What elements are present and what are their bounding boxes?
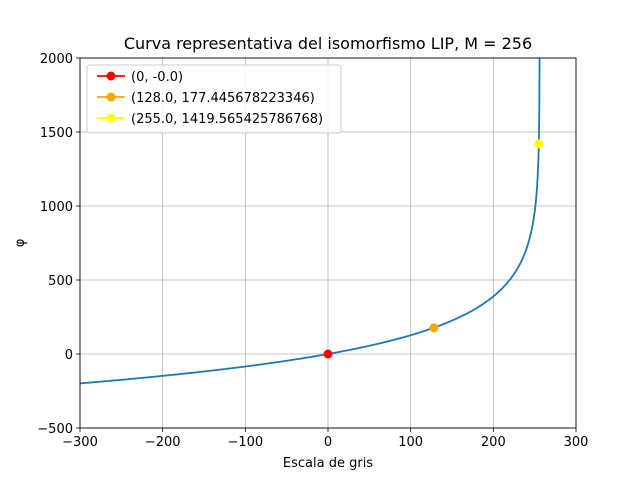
y-tick-label: 0 <box>65 348 73 363</box>
x-tick-label: 300 <box>564 435 589 450</box>
legend-marker <box>106 92 116 102</box>
data-point-0 <box>323 349 333 359</box>
x-tick-label: −300 <box>62 435 98 450</box>
chart-title: Curva representativa del isomorfismo LIP… <box>124 34 532 53</box>
y-tick-label: 1500 <box>40 126 73 141</box>
x-tick-label: −100 <box>227 435 263 450</box>
point-markers <box>323 139 544 359</box>
legend-label: (255.0, 1419.565425786768) <box>131 112 323 127</box>
legend-marker <box>106 113 116 123</box>
legend-marker <box>106 71 116 81</box>
y-tick-label: 500 <box>48 274 73 289</box>
x-tick-label: 0 <box>324 435 332 450</box>
data-point-2 <box>534 139 544 149</box>
y-tick-label: 2000 <box>40 52 73 67</box>
x-tick-label: 100 <box>398 435 423 450</box>
legend-label: (128.0, 177.445678223346) <box>131 91 315 106</box>
y-axis-label: φ <box>13 239 28 248</box>
lip-curve <box>80 58 541 385</box>
y-tick-label: −500 <box>37 422 73 437</box>
data-point-1 <box>429 323 439 333</box>
x-tick-label: 200 <box>481 435 506 450</box>
x-axis-label: Escala de gris <box>283 456 373 471</box>
x-tick-label: −200 <box>145 435 181 450</box>
x-axis-ticks: −300 −200 −100 0 100 200 300 <box>62 428 588 450</box>
legend: (0, -0.0) (128.0, 177.445678223346) (255.0… <box>86 64 342 134</box>
y-axis-ticks: −500 0 500 1000 1500 2000 <box>37 52 80 437</box>
legend-label: (0, -0.0) <box>131 70 183 85</box>
y-tick-label: 1000 <box>40 200 73 215</box>
legend-box <box>86 64 342 134</box>
